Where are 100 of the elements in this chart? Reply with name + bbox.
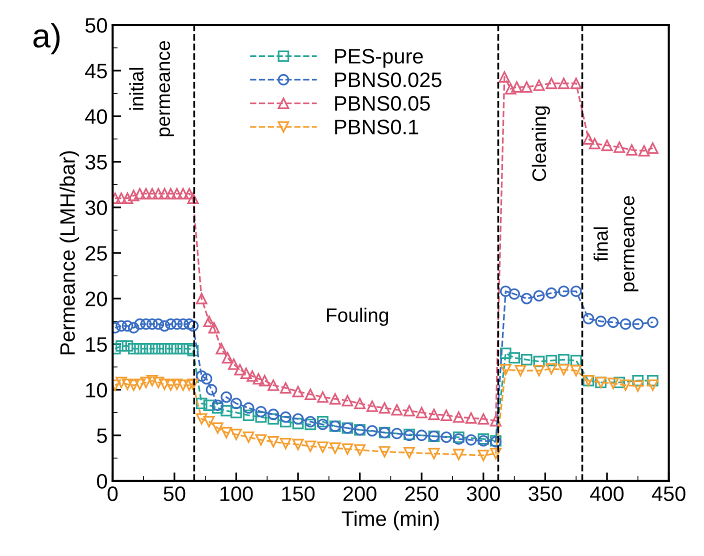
x-tick-label: 450	[652, 486, 686, 502]
legend-label: PBNS0.1	[335, 120, 418, 134]
point	[187, 320, 199, 332]
point	[116, 320, 127, 332]
point	[268, 413, 280, 425]
point	[177, 380, 189, 391]
point	[280, 416, 292, 428]
point	[140, 376, 152, 388]
point	[203, 400, 215, 411]
point	[220, 426, 232, 438]
point	[292, 438, 304, 450]
point	[158, 320, 170, 332]
point	[508, 288, 520, 300]
point	[453, 448, 464, 460]
point	[546, 354, 558, 366]
y-tick-label: 50	[85, 18, 107, 33]
point	[378, 402, 390, 414]
point	[122, 378, 134, 390]
point	[171, 188, 183, 200]
legend-label: PES-pure	[335, 48, 423, 68]
point	[366, 425, 378, 436]
point	[533, 356, 545, 368]
annotation: Fouling	[327, 308, 388, 326]
y-tick-label: 25	[86, 246, 107, 261]
point	[453, 411, 464, 423]
point	[255, 406, 267, 418]
point	[508, 352, 520, 364]
x-axis-title: Time (min)	[342, 510, 439, 530]
point	[187, 378, 199, 390]
text: a)	[33, 23, 60, 54]
point	[428, 408, 440, 420]
legend-label: PBNS0.05	[335, 96, 430, 111]
point	[440, 431, 452, 443]
point	[620, 380, 632, 391]
point	[228, 358, 240, 370]
point	[165, 380, 176, 391]
x-tick-label: 100	[220, 486, 253, 502]
point	[546, 78, 558, 90]
point	[304, 418, 316, 430]
point	[520, 81, 532, 93]
point	[196, 413, 208, 425]
point	[242, 431, 254, 443]
point	[342, 395, 354, 406]
point	[440, 410, 452, 421]
point	[632, 380, 644, 392]
point	[268, 380, 280, 391]
point	[647, 380, 658, 391]
point	[582, 133, 594, 145]
point	[304, 416, 316, 428]
point	[158, 378, 170, 390]
point	[582, 312, 594, 324]
point	[354, 398, 366, 410]
point	[220, 391, 232, 403]
point	[511, 81, 522, 93]
point	[292, 386, 304, 398]
point	[122, 320, 134, 332]
point	[184, 343, 195, 354]
point	[317, 442, 328, 453]
point	[632, 374, 644, 386]
point	[196, 292, 208, 304]
point	[234, 364, 246, 376]
point	[533, 80, 545, 91]
point	[595, 316, 607, 328]
point	[404, 446, 415, 458]
annotation: initial permeance	[129, 41, 174, 136]
point	[171, 343, 183, 354]
point	[558, 286, 570, 297]
point	[304, 440, 316, 452]
point	[558, 364, 570, 376]
y-tick-label: 15	[86, 337, 107, 352]
point	[391, 404, 403, 416]
point	[317, 416, 328, 428]
point	[601, 140, 613, 152]
point	[128, 380, 140, 391]
y-tick-label: 5	[97, 428, 107, 444]
point	[140, 318, 152, 330]
y-tick-label: 0	[97, 474, 107, 489]
x-tick-label: 350	[528, 486, 562, 502]
point	[504, 83, 516, 95]
point	[252, 373, 264, 385]
point	[203, 416, 215, 428]
point	[570, 354, 582, 366]
point	[404, 405, 415, 416]
point	[212, 402, 224, 414]
y-tick-label: 35	[85, 154, 107, 170]
point	[122, 340, 134, 352]
point	[212, 400, 224, 411]
point	[165, 343, 176, 354]
point	[230, 428, 242, 440]
point	[280, 382, 292, 394]
point	[116, 376, 127, 388]
point	[152, 343, 164, 354]
point	[533, 290, 545, 302]
point	[620, 318, 632, 330]
point	[146, 374, 158, 386]
point	[520, 292, 532, 304]
point	[647, 374, 658, 386]
point	[292, 418, 304, 430]
point	[196, 370, 208, 382]
point	[500, 348, 512, 359]
